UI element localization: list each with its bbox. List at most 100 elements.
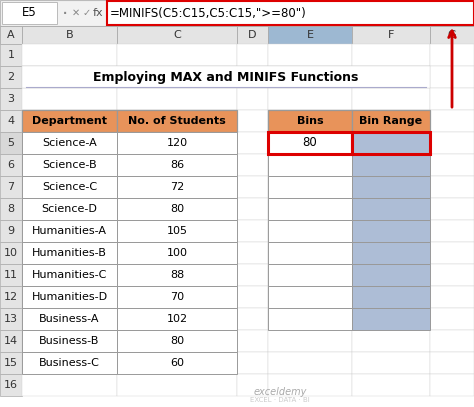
Bar bbox=[117, 88, 237, 110]
Bar bbox=[22, 264, 117, 286]
Bar bbox=[268, 88, 352, 110]
Bar bbox=[268, 242, 352, 264]
Bar bbox=[22, 110, 117, 132]
Bar bbox=[430, 66, 474, 88]
Text: 70: 70 bbox=[170, 292, 184, 302]
Text: 1: 1 bbox=[8, 50, 15, 60]
Bar bbox=[2, 2, 57, 24]
Text: Science-B: Science-B bbox=[42, 160, 97, 170]
Bar bbox=[237, 44, 268, 66]
Bar bbox=[268, 110, 352, 132]
Text: 105: 105 bbox=[166, 226, 188, 236]
Bar bbox=[22, 66, 117, 88]
Text: ✕: ✕ bbox=[72, 8, 80, 18]
Bar bbox=[352, 132, 430, 154]
Bar bbox=[352, 198, 430, 220]
Bar bbox=[0, 110, 22, 132]
Bar bbox=[237, 352, 268, 374]
Bar bbox=[117, 132, 237, 154]
Bar bbox=[22, 308, 117, 330]
Bar bbox=[430, 154, 474, 176]
Text: 11: 11 bbox=[4, 270, 18, 280]
Bar bbox=[22, 286, 117, 308]
Bar bbox=[430, 88, 474, 110]
Bar bbox=[22, 374, 117, 396]
Bar bbox=[0, 330, 22, 352]
Bar bbox=[352, 44, 430, 66]
Bar bbox=[237, 88, 268, 110]
Text: 14: 14 bbox=[4, 336, 18, 346]
Text: 2: 2 bbox=[8, 72, 15, 82]
Bar bbox=[0, 66, 22, 88]
Bar bbox=[430, 26, 474, 44]
Bar bbox=[117, 374, 237, 396]
Bar bbox=[430, 44, 474, 66]
Text: ✓: ✓ bbox=[83, 8, 91, 18]
Bar bbox=[117, 264, 237, 286]
Bar bbox=[352, 154, 430, 176]
Text: 16: 16 bbox=[4, 380, 18, 390]
Bar bbox=[352, 308, 430, 330]
Bar bbox=[430, 242, 474, 264]
Bar bbox=[268, 308, 352, 330]
Text: fx: fx bbox=[93, 8, 103, 18]
Bar bbox=[22, 264, 117, 286]
Text: Employing MAX and MINIFS Functions: Employing MAX and MINIFS Functions bbox=[93, 70, 359, 83]
Bar bbox=[268, 220, 352, 242]
Bar bbox=[117, 154, 237, 176]
Bar bbox=[268, 242, 352, 264]
Bar bbox=[117, 26, 237, 44]
Bar bbox=[117, 110, 237, 132]
Bar bbox=[0, 374, 22, 396]
Bar bbox=[352, 330, 430, 352]
Bar bbox=[237, 374, 268, 396]
Bar bbox=[22, 132, 117, 154]
Bar bbox=[117, 220, 237, 242]
Bar bbox=[0, 286, 22, 308]
Bar bbox=[352, 308, 430, 330]
Bar bbox=[352, 110, 430, 132]
Text: =MINIFS(C5:C15,C5:C15,">=80"): =MINIFS(C5:C15,C5:C15,">=80") bbox=[110, 7, 307, 20]
Bar bbox=[22, 154, 117, 176]
Bar bbox=[22, 220, 117, 242]
Bar bbox=[237, 110, 268, 132]
Bar bbox=[117, 176, 237, 198]
Bar bbox=[237, 308, 268, 330]
Bar bbox=[352, 220, 430, 242]
Bar bbox=[117, 176, 237, 198]
Bar bbox=[352, 198, 430, 220]
Bar bbox=[268, 286, 352, 308]
Bar bbox=[22, 26, 117, 44]
Text: Humanities-D: Humanities-D bbox=[31, 292, 108, 302]
Text: 5: 5 bbox=[8, 138, 15, 148]
Bar bbox=[352, 132, 430, 154]
Text: G: G bbox=[447, 30, 456, 40]
Bar bbox=[117, 264, 237, 286]
Bar bbox=[268, 154, 352, 176]
Text: 72: 72 bbox=[170, 182, 184, 192]
Bar bbox=[0, 26, 22, 44]
Text: 9: 9 bbox=[8, 226, 15, 236]
Bar bbox=[352, 286, 430, 308]
Text: ·: · bbox=[62, 4, 68, 24]
Bar bbox=[22, 198, 117, 220]
Bar bbox=[117, 286, 237, 308]
Bar bbox=[268, 198, 352, 220]
Text: 100: 100 bbox=[166, 248, 188, 258]
Bar bbox=[268, 110, 352, 132]
Text: Department: Department bbox=[32, 116, 107, 126]
Bar bbox=[22, 110, 117, 132]
Text: 86: 86 bbox=[170, 160, 184, 170]
Bar bbox=[117, 352, 237, 374]
Text: F: F bbox=[388, 30, 394, 40]
Bar bbox=[117, 242, 237, 264]
Bar bbox=[237, 286, 268, 308]
Bar bbox=[22, 352, 117, 374]
Text: Business-C: Business-C bbox=[39, 358, 100, 368]
Bar bbox=[352, 286, 430, 308]
Bar bbox=[117, 308, 237, 330]
Bar bbox=[430, 352, 474, 374]
Bar bbox=[268, 374, 352, 396]
Text: Bin Range: Bin Range bbox=[359, 116, 422, 126]
Bar bbox=[237, 154, 268, 176]
